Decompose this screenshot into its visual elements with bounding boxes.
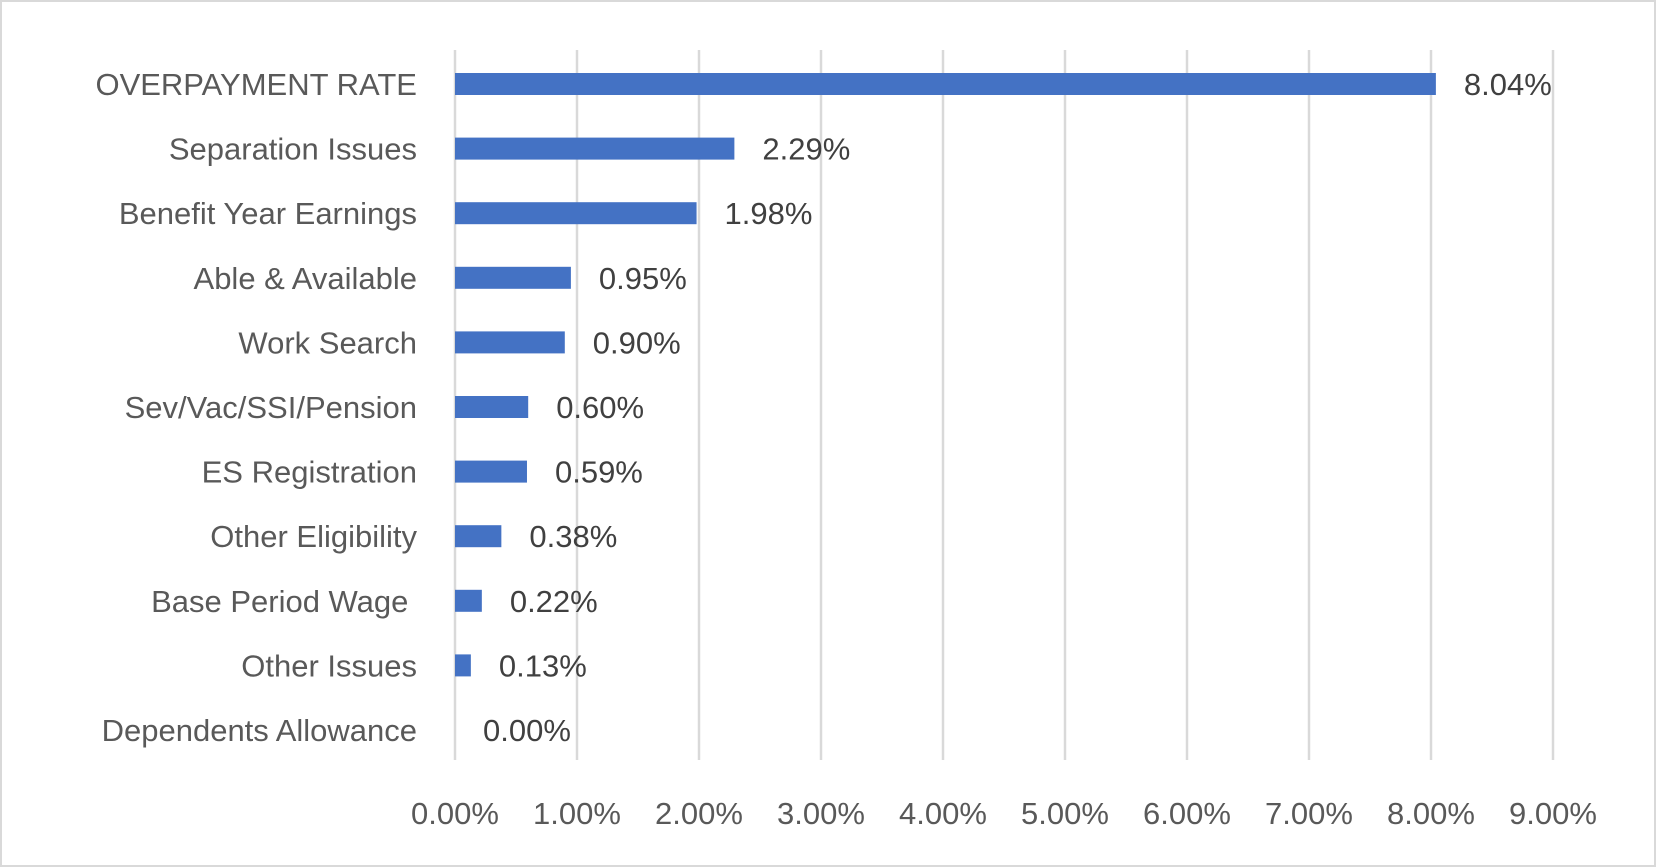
x-tick-label: 3.00%	[777, 796, 865, 831]
data-label: 2.29%	[762, 132, 850, 167]
category-label: Other Issues	[241, 648, 417, 683]
x-tick-label: 2.00%	[655, 796, 743, 831]
category-labels: OVERPAYMENT RATE Separation Issues Benefit…	[95, 67, 417, 748]
data-label: 0.90%	[593, 325, 681, 360]
x-tick-label: 8.00%	[1387, 796, 1475, 831]
category-label: OVERPAYMENT RATE	[95, 67, 417, 102]
category-label: Work Search	[238, 325, 417, 360]
data-label: 0.13%	[499, 648, 587, 683]
category-label: Separation Issues	[169, 132, 417, 167]
x-tick-label: 9.00%	[1509, 796, 1597, 831]
data-labels: 8.04% 2.29% 1.98% 0.95% 0.90% 0.60% 0.59% 0.38%…	[483, 67, 1552, 748]
category-label: Dependents Allowance	[102, 713, 417, 748]
data-label: 0.95%	[599, 261, 687, 296]
category-label: Sev/Vac/SSI/Pension	[125, 390, 417, 425]
bar	[455, 654, 471, 677]
x-tick-label: 6.00%	[1143, 796, 1231, 831]
bar	[455, 202, 697, 225]
x-axis-tick-labels: 0.00% 1.00% 2.00% 3.00% 4.00% 5.00% 6.00% 7.00%…	[411, 796, 1597, 831]
data-label: 0.22%	[510, 584, 598, 619]
data-label: 1.98%	[725, 196, 813, 231]
data-label: 0.59%	[555, 455, 643, 490]
category-label: Benefit Year Earnings	[119, 196, 417, 231]
data-label: 0.38%	[529, 519, 617, 554]
bar	[455, 73, 1436, 95]
x-tick-label: 5.00%	[1021, 796, 1109, 831]
gridlines	[453, 50, 1555, 760]
bar	[455, 396, 529, 418]
x-tick-label: 1.00%	[533, 796, 621, 831]
bar	[455, 589, 482, 612]
x-tick-label: 0.00%	[411, 796, 499, 831]
data-label: 0.60%	[556, 390, 644, 425]
category-label: ES Registration	[202, 455, 417, 490]
data-label: 0.00%	[483, 713, 571, 748]
data-label: 8.04%	[1464, 67, 1552, 102]
x-tick-label: 7.00%	[1265, 796, 1353, 831]
category-label: Able & Available	[194, 261, 417, 296]
bar	[455, 266, 571, 289]
category-label: Other Eligibility	[210, 519, 417, 554]
bar	[455, 137, 735, 160]
category-label: Base Period Wage	[151, 584, 417, 619]
bar	[455, 460, 527, 483]
x-tick-label: 4.00%	[899, 796, 987, 831]
bars	[455, 73, 1436, 677]
bar	[455, 525, 502, 548]
bar	[455, 331, 565, 354]
